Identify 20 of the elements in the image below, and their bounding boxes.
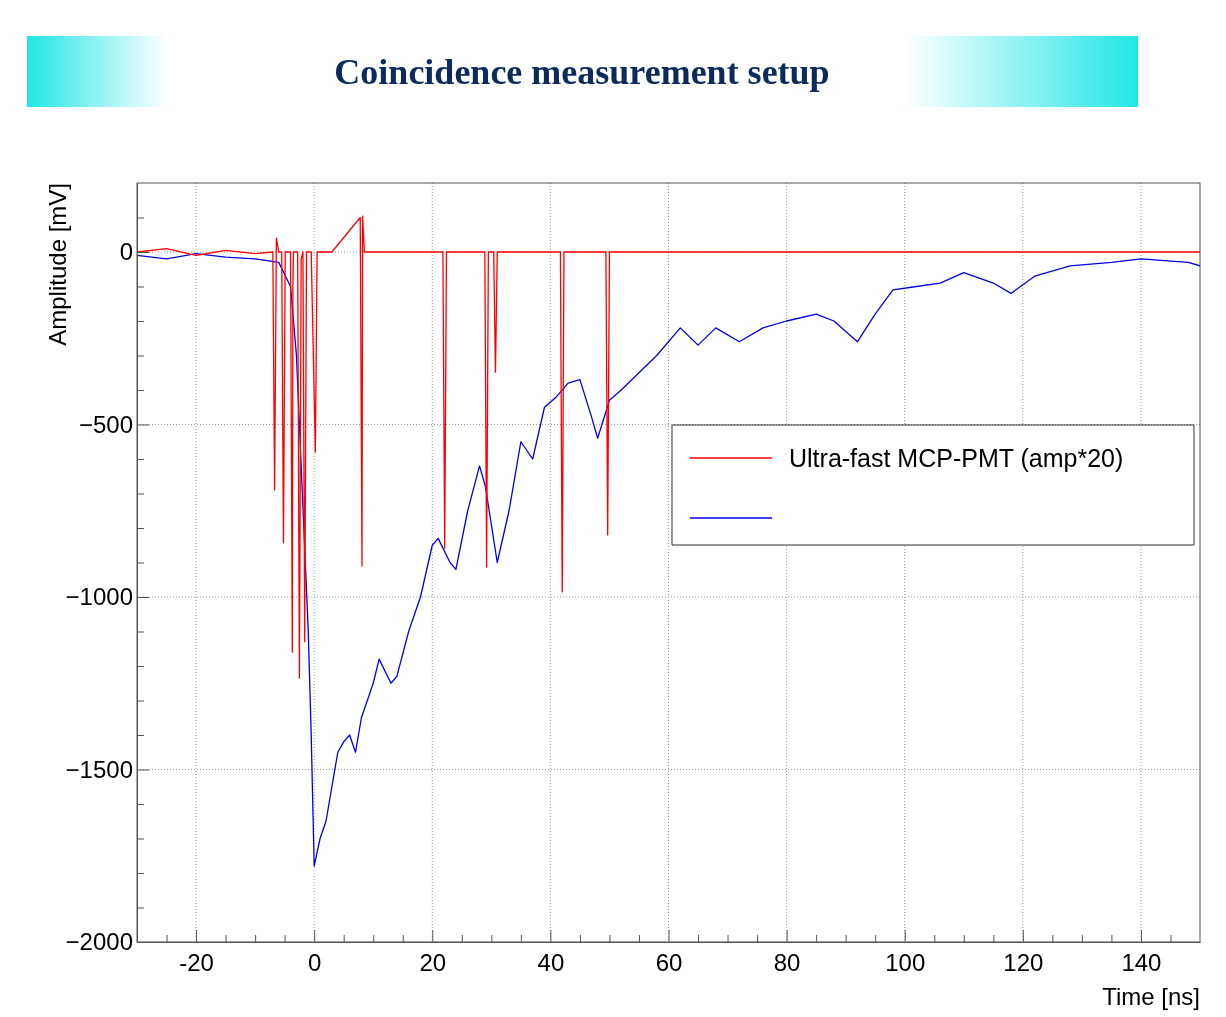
x-tick-label: 40: [537, 949, 565, 977]
x-tick-label: 60: [655, 949, 683, 977]
y-axis-title: Amplitude [mV]: [44, 183, 71, 346]
y-tick-label: −1500: [65, 755, 133, 783]
legend-label: Ultra-fast MCP-PMT (amp*20): [789, 444, 1124, 472]
chart-title: Coincidence measurement setup: [334, 52, 830, 92]
y-tick-label: −500: [78, 410, 133, 438]
x-tick-label: 120: [1003, 949, 1044, 977]
x-tick-label: 0: [307, 949, 322, 977]
x-tick-label: 100: [885, 949, 926, 977]
x-tick-label: -20: [179, 949, 214, 977]
x-tick-label: 80: [773, 949, 801, 977]
line-series: [137, 215, 1200, 679]
x-tick-label: 20: [419, 949, 447, 977]
line-series: [137, 253, 1200, 867]
y-tick-label: 0: [119, 238, 133, 266]
x-axis-title: Time [ns]: [1102, 983, 1200, 1010]
y-tick-label: −2000: [65, 928, 133, 956]
y-tick-label: −1000: [65, 583, 133, 611]
x-tick-label: 140: [1121, 949, 1162, 977]
